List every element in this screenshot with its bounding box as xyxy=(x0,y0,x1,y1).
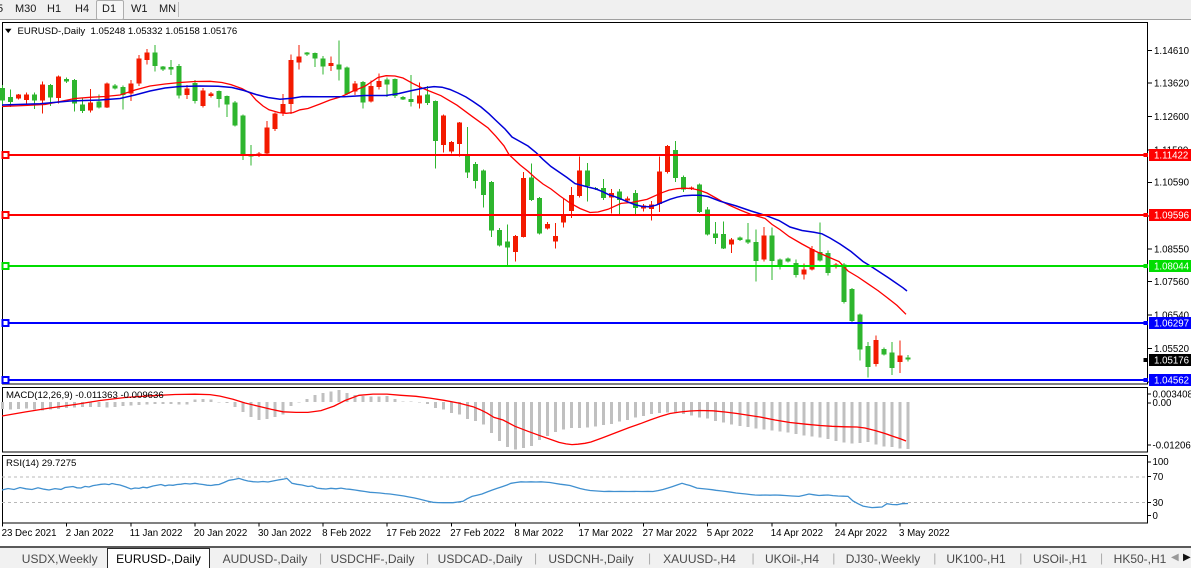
svg-text:1.06297: 1.06297 xyxy=(1154,318,1189,329)
svg-text:1.12600: 1.12600 xyxy=(1154,112,1190,123)
svg-text:1.13620: 1.13620 xyxy=(1154,78,1190,89)
svg-text:14 Apr 2022: 14 Apr 2022 xyxy=(771,528,823,539)
svg-text:1.14610: 1.14610 xyxy=(1154,46,1190,57)
svg-text:EURUSD-,Daily 1.05248 1.05332: EURUSD-,Daily 1.05248 1.05332 1.05158 1.… xyxy=(18,26,238,37)
svg-text:1.08550: 1.08550 xyxy=(1154,245,1190,256)
svg-text:1.06540: 1.06540 xyxy=(1154,311,1190,322)
svg-text:1.10590: 1.10590 xyxy=(1154,178,1190,189)
svg-text:30 Jan 2022: 30 Jan 2022 xyxy=(258,528,311,539)
svg-text:30: 30 xyxy=(1153,498,1164,509)
svg-text:1.05520: 1.05520 xyxy=(1154,344,1190,355)
svg-text:0.003408: 0.003408 xyxy=(1153,389,1191,400)
svg-text:27 Feb 2022: 27 Feb 2022 xyxy=(450,528,504,539)
svg-text:1.05176: 1.05176 xyxy=(1154,355,1189,366)
svg-text:27 Mar 2022: 27 Mar 2022 xyxy=(643,528,697,539)
svg-text:17 Mar 2022: 17 Mar 2022 xyxy=(579,528,633,539)
svg-text:5 Apr 2022: 5 Apr 2022 xyxy=(707,528,754,539)
svg-text:MACD(12,26,9) -0.011363 -0.009: MACD(12,26,9) -0.011363 -0.009636 xyxy=(6,390,164,401)
svg-text:0.00: 0.00 xyxy=(1153,398,1172,409)
svg-text:1.09596: 1.09596 xyxy=(1154,210,1189,221)
svg-text:1.08044: 1.08044 xyxy=(1154,261,1190,272)
svg-text:70: 70 xyxy=(1153,472,1164,483)
svg-text:20 Jan 2022: 20 Jan 2022 xyxy=(194,528,247,539)
svg-text:24 Apr 2022: 24 Apr 2022 xyxy=(835,528,887,539)
svg-text:11 Jan 2022: 11 Jan 2022 xyxy=(130,528,183,539)
svg-text:-0.012066: -0.012066 xyxy=(1153,441,1191,452)
svg-text:0: 0 xyxy=(1153,511,1159,522)
svg-text:1.07560: 1.07560 xyxy=(1154,277,1190,288)
svg-text:23 Dec 2021: 23 Dec 2021 xyxy=(2,528,57,539)
svg-text:17 Feb 2022: 17 Feb 2022 xyxy=(386,528,440,539)
svg-text:8 Mar 2022: 8 Mar 2022 xyxy=(514,528,563,539)
svg-text:RSI(14) 29.7275: RSI(14) 29.7275 xyxy=(6,458,76,469)
svg-text:1.04562: 1.04562 xyxy=(1154,375,1189,386)
svg-text:100: 100 xyxy=(1153,457,1170,468)
svg-text:3 May 2022: 3 May 2022 xyxy=(899,528,950,539)
svg-text:1.11422: 1.11422 xyxy=(1154,150,1188,161)
svg-text:2 Jan 2022: 2 Jan 2022 xyxy=(66,528,114,539)
svg-text:8 Feb 2022: 8 Feb 2022 xyxy=(322,528,371,539)
